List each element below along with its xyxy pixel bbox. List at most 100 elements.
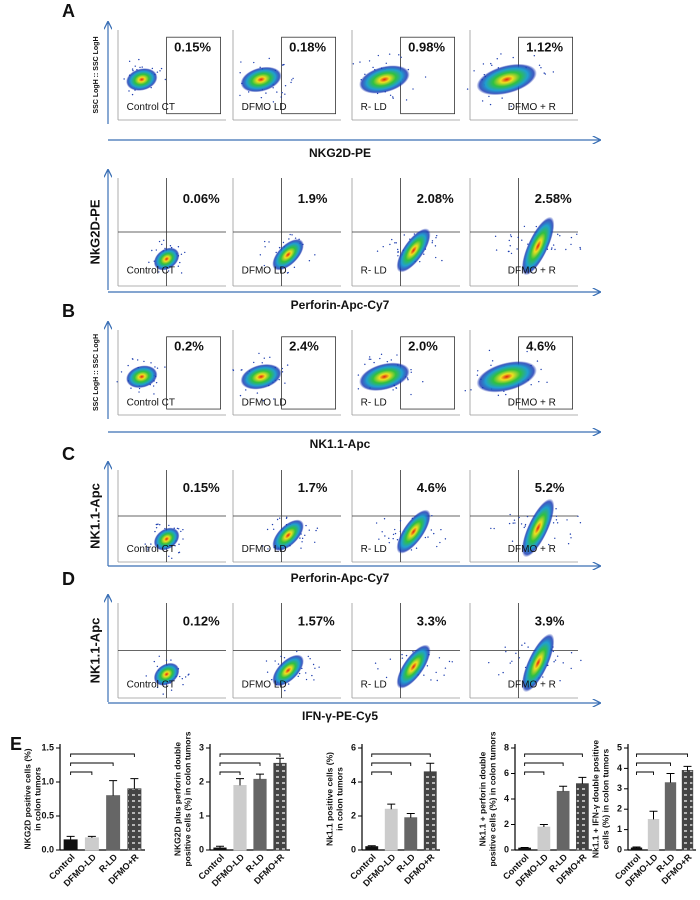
event-dot xyxy=(508,250,510,253)
event-dot xyxy=(551,247,553,249)
event-dot xyxy=(132,69,134,72)
event-dot xyxy=(301,537,304,540)
bar xyxy=(576,783,589,851)
event-dot xyxy=(150,543,152,545)
event-dot xyxy=(554,659,557,661)
event-dot xyxy=(263,357,265,359)
event-dot xyxy=(176,527,179,530)
y-axis-label: Nk1.1 positive cells (%) xyxy=(324,752,334,846)
density-blob xyxy=(359,65,410,94)
sample-label: DFMO + R xyxy=(508,102,556,113)
event-dot xyxy=(448,660,451,663)
event-dot xyxy=(157,523,159,525)
event-dot xyxy=(556,522,559,524)
event-dot xyxy=(552,244,555,246)
event-dot xyxy=(381,531,383,533)
event-dot xyxy=(305,678,308,681)
error-bar xyxy=(276,757,284,764)
event-dot xyxy=(239,394,242,397)
event-dot xyxy=(241,369,243,371)
event-dot xyxy=(410,371,412,373)
sample-label: DFMO LD xyxy=(242,544,287,555)
event-dot xyxy=(430,679,432,681)
event-dot xyxy=(554,248,556,251)
bar xyxy=(681,770,694,851)
event-dot xyxy=(444,538,447,540)
event-dot xyxy=(494,235,497,238)
event-dot xyxy=(292,77,294,80)
event-dot xyxy=(373,361,375,364)
y-tick-label: 6 xyxy=(351,742,356,752)
event-dot xyxy=(510,105,512,107)
event-dot xyxy=(316,527,319,529)
error-bar xyxy=(559,785,568,792)
x-axis-label: Perforin-Apc-Cy7 xyxy=(291,571,390,585)
error-bar xyxy=(130,778,139,789)
event-dot xyxy=(158,655,160,657)
event-dot xyxy=(399,520,402,522)
event-dot xyxy=(388,53,391,55)
event-dot xyxy=(268,241,270,243)
event-dot xyxy=(154,530,156,533)
sample-label: Control CT xyxy=(127,102,175,113)
sample-label: Control CT xyxy=(127,398,175,409)
event-dot xyxy=(579,246,581,249)
gate-percent: 2.58% xyxy=(535,191,572,206)
event-dot xyxy=(524,523,527,526)
event-dot xyxy=(280,96,282,98)
y-tick-label: 1 xyxy=(199,810,204,820)
event-dot xyxy=(383,518,386,520)
event-dot xyxy=(509,662,511,664)
y-axis-label: in colon tumors xyxy=(334,767,344,831)
event-dot xyxy=(576,233,578,235)
event-dot xyxy=(376,250,379,252)
y-tick-label: 4 xyxy=(504,793,509,803)
event-dot xyxy=(570,667,572,670)
event-dot xyxy=(264,246,266,248)
event-dot xyxy=(160,67,163,70)
event-dot xyxy=(538,380,540,383)
y-tick-label: 2 xyxy=(617,804,622,814)
event-dot xyxy=(370,358,372,361)
event-dot xyxy=(394,242,396,244)
gate-percent: 0.06% xyxy=(183,191,220,206)
error-bar xyxy=(426,762,435,772)
gate-percent: 1.12% xyxy=(526,39,563,54)
event-dot xyxy=(518,516,520,519)
event-dot xyxy=(505,393,507,396)
event-dot xyxy=(177,552,180,554)
event-dot xyxy=(511,540,514,542)
event-dot xyxy=(159,70,161,72)
event-dot xyxy=(440,528,442,531)
event-dot xyxy=(426,665,429,667)
y-tick-label: 0 xyxy=(199,844,204,854)
panel-letter: E xyxy=(10,734,22,754)
event-dot xyxy=(120,371,123,373)
event-dot xyxy=(379,357,381,360)
event-dot xyxy=(280,655,282,658)
event-dot xyxy=(164,366,166,368)
y-axis-label: SSC LogH :: SSC LogH xyxy=(93,37,100,114)
bar xyxy=(423,771,437,851)
event-dot xyxy=(123,78,125,80)
event-dot xyxy=(401,657,404,659)
event-dot xyxy=(301,541,303,543)
event-dot xyxy=(232,369,235,372)
event-dot xyxy=(272,101,275,103)
event-dot xyxy=(569,533,572,535)
gate-percent: 2.4% xyxy=(289,338,319,353)
event-dot xyxy=(509,245,511,247)
event-dot xyxy=(272,528,275,530)
y-tick-label: 3 xyxy=(199,742,204,752)
event-dot xyxy=(470,389,472,391)
event-dot xyxy=(291,234,293,236)
event-dot xyxy=(424,536,427,539)
event-dot xyxy=(374,662,377,664)
density-blob xyxy=(476,63,537,96)
y-axis-label: NkG2D-PE xyxy=(87,199,102,264)
event-dot xyxy=(435,236,437,239)
sig-bracket xyxy=(70,771,93,775)
event-dot xyxy=(511,660,513,662)
event-dot xyxy=(566,519,568,521)
gate-percent: 0.15% xyxy=(174,39,211,54)
